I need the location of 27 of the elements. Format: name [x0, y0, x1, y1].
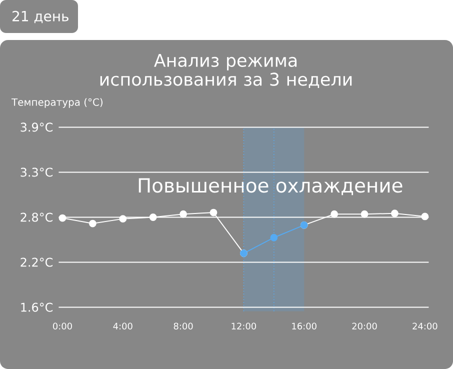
y-tick-label: 1.6°C — [21, 302, 53, 312]
y-tick-label: 3.3°C — [20, 168, 53, 177]
y-tick-label: 2.8°C — [20, 212, 53, 222]
x-tick-label: 4:00 — [113, 322, 132, 330]
point — [360, 210, 368, 218]
y-tick-label: 3.9°C — [20, 122, 53, 132]
x-tick-label: 16:00 — [292, 322, 316, 330]
y-axis-title: Температура (°C) — [11, 98, 102, 108]
point — [58, 214, 66, 222]
point — [421, 212, 429, 220]
x-tick-label: 24:00 — [412, 322, 438, 330]
x-tick-label: 8:00 — [174, 322, 193, 330]
band-label: Повышенное охлаждение — [138, 178, 402, 196]
point — [330, 210, 338, 218]
text: 21 день — [12, 10, 68, 24]
y-tick-label: 2.2°C — [20, 258, 53, 267]
x-tick-label: 20:00 — [352, 322, 377, 330]
point — [88, 220, 96, 228]
point — [180, 210, 187, 218]
point — [391, 210, 398, 218]
x-tick-label: 0:00 — [53, 322, 72, 330]
point — [210, 208, 218, 216]
chart-title: Анализ режима использования за 3 недели — [100, 54, 352, 88]
point — [119, 215, 127, 223]
point — [149, 214, 157, 221]
point — [270, 234, 278, 242]
x-tick-label: 12:00 — [232, 322, 256, 330]
